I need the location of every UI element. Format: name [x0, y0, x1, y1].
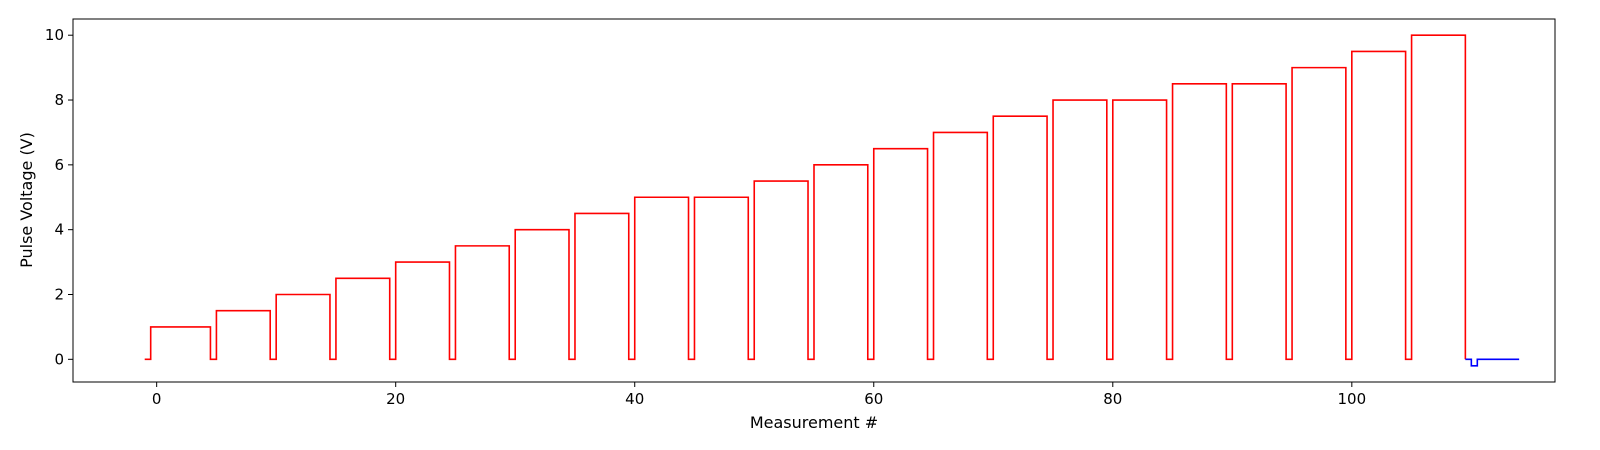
- y-tick-label: 2: [54, 285, 64, 303]
- y-axis-label: Pulse Voltage (V): [17, 132, 36, 268]
- y-tick-label: 10: [45, 26, 64, 44]
- x-tick-label: 100: [1338, 390, 1367, 408]
- axis-ticks: 0 20 40 60 80 100 0 2 4 6 8 10: [45, 26, 1366, 408]
- x-tick-label: 0: [152, 390, 162, 408]
- y-tick-label: 6: [54, 156, 64, 174]
- x-tick-label: 20: [386, 390, 405, 408]
- x-tick-label: 60: [864, 390, 883, 408]
- y-tick-label: 8: [54, 91, 64, 109]
- plot-frame: [72, 18, 1556, 383]
- series-line-1: [1465, 358, 1520, 367]
- x-tick-label: 40: [625, 390, 644, 408]
- series-line-0: [144, 34, 1467, 361]
- plot-lines: [144, 34, 1520, 367]
- x-tick-label: 80: [1103, 390, 1122, 408]
- y-tick-label: 0: [54, 350, 64, 368]
- x-axis-label: Measurement #: [750, 413, 878, 432]
- y-tick-label: 4: [54, 221, 64, 239]
